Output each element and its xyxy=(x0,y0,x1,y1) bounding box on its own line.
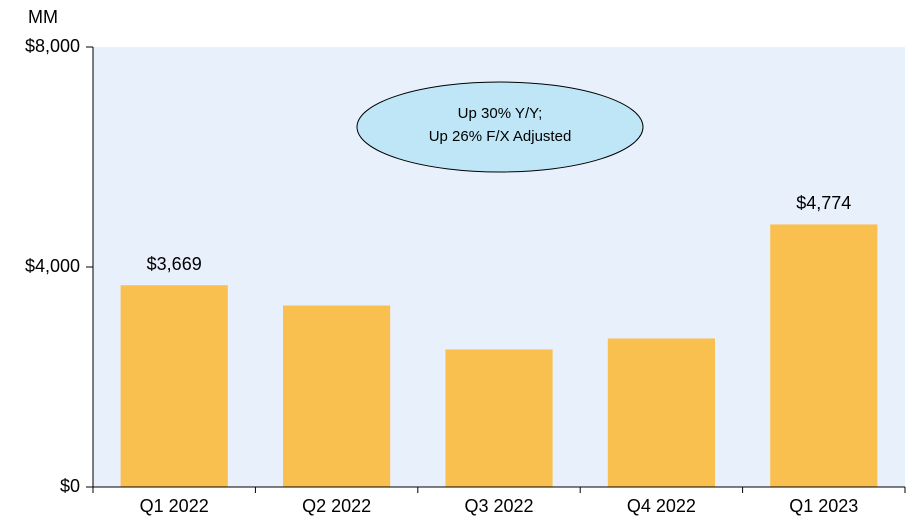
value-label: $3,669 xyxy=(147,254,202,274)
y-tick-label: $4,000 xyxy=(25,256,80,276)
value-label: $4,774 xyxy=(796,193,851,213)
bar xyxy=(770,224,878,487)
bar xyxy=(120,285,228,487)
y-tick-label: $8,000 xyxy=(25,36,80,56)
x-tick-label: Q1 2023 xyxy=(789,496,858,516)
x-tick-label: Q1 2022 xyxy=(140,496,209,516)
annotation: Up 30% Y/Y; xyxy=(458,105,543,122)
x-tick-label: Q3 2022 xyxy=(464,496,533,516)
y-tick-label: $0 xyxy=(60,476,80,496)
annotation-bubble xyxy=(356,81,644,173)
bar xyxy=(283,305,391,487)
bar xyxy=(607,338,715,487)
y-axis-label: MM xyxy=(28,7,58,27)
x-tick-label: Q2 2022 xyxy=(302,496,371,516)
x-tick-label: Q4 2022 xyxy=(627,496,696,516)
annotation: Up 26% F/X Adjusted xyxy=(429,128,572,145)
bar xyxy=(445,349,553,487)
